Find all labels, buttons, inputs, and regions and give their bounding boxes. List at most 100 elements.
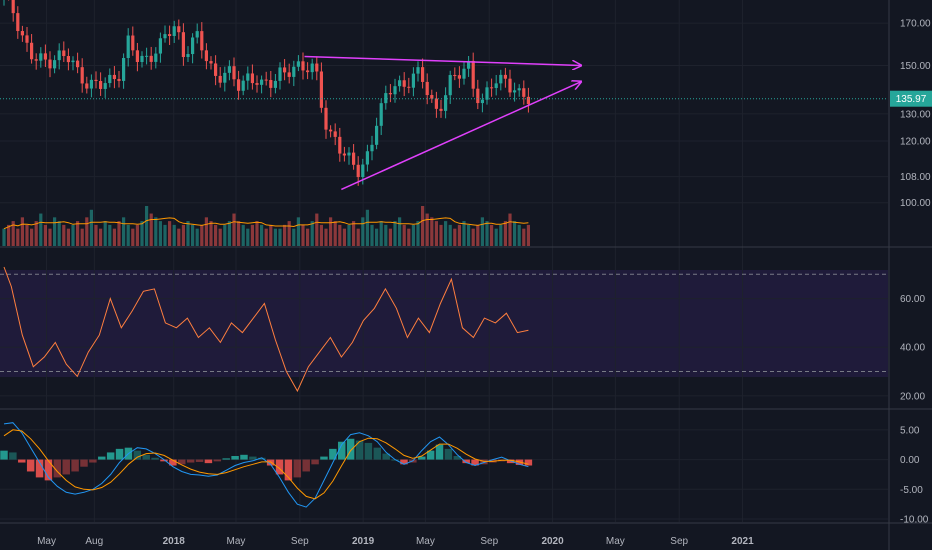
- support-trendline[interactable]: [341, 82, 581, 191]
- candle-body[interactable]: [99, 81, 103, 89]
- candle-body[interactable]: [223, 72, 227, 83]
- candle-body[interactable]: [163, 34, 167, 39]
- candle-body[interactable]: [214, 63, 218, 76]
- candle-body[interactable]: [480, 99, 484, 104]
- candle-body[interactable]: [43, 53, 47, 60]
- candle-body[interactable]: [503, 74, 507, 79]
- candle-body[interactable]: [39, 53, 43, 61]
- candle-body[interactable]: [246, 73, 250, 81]
- candle-body[interactable]: [296, 61, 300, 67]
- candle-body[interactable]: [393, 86, 397, 95]
- candle-body[interactable]: [62, 50, 66, 57]
- candle-body[interactable]: [126, 35, 130, 58]
- candle-body[interactable]: [416, 67, 420, 74]
- candle-body[interactable]: [57, 50, 61, 61]
- candle-body[interactable]: [209, 61, 213, 64]
- candle-body[interactable]: [186, 54, 190, 58]
- candle-body[interactable]: [411, 73, 415, 88]
- candle-body[interactable]: [522, 88, 526, 97]
- candle-body[interactable]: [250, 73, 254, 84]
- candle-body[interactable]: [260, 79, 264, 85]
- candle-body[interactable]: [333, 131, 337, 137]
- candle-body[interactable]: [448, 75, 452, 96]
- candle-body[interactable]: [283, 67, 287, 73]
- candle-body[interactable]: [342, 153, 346, 156]
- candle-body[interactable]: [453, 75, 457, 77]
- candle-body[interactable]: [30, 42, 34, 60]
- candle-body[interactable]: [384, 93, 388, 104]
- candle-body[interactable]: [108, 74, 112, 84]
- candle-body[interactable]: [375, 125, 379, 145]
- candle-body[interactable]: [191, 37, 195, 55]
- candle-body[interactable]: [490, 87, 494, 89]
- candle-body[interactable]: [434, 98, 438, 109]
- candle-body[interactable]: [168, 34, 172, 37]
- candle-body[interactable]: [513, 90, 517, 93]
- candle-body[interactable]: [16, 13, 20, 32]
- candle-body[interactable]: [154, 53, 158, 62]
- candle-body[interactable]: [269, 79, 273, 88]
- candle-body[interactable]: [149, 55, 153, 62]
- candle-body[interactable]: [255, 83, 259, 85]
- candle-body[interactable]: [34, 59, 38, 61]
- candle-body[interactable]: [278, 67, 282, 81]
- candle-body[interactable]: [462, 68, 466, 79]
- candle-body[interactable]: [457, 75, 461, 79]
- rsi-panel[interactable]: [0, 266, 888, 393]
- candle-body[interactable]: [361, 164, 365, 178]
- candle-body[interactable]: [526, 96, 530, 105]
- price-panel[interactable]: [0, 0, 888, 191]
- candle-body[interactable]: [329, 129, 333, 132]
- candle-body[interactable]: [218, 75, 222, 83]
- candle-body[interactable]: [20, 31, 24, 36]
- candle-body[interactable]: [471, 60, 475, 89]
- candle-body[interactable]: [172, 26, 176, 37]
- candle-body[interactable]: [195, 31, 199, 38]
- candle-body[interactable]: [204, 50, 208, 62]
- candle-body[interactable]: [476, 88, 480, 104]
- candle-body[interactable]: [485, 87, 489, 100]
- candle-body[interactable]: [11, 0, 15, 14]
- candle-body[interactable]: [112, 74, 116, 80]
- candle-body[interactable]: [232, 66, 236, 80]
- candle-body[interactable]: [356, 164, 360, 178]
- candle-body[interactable]: [319, 71, 323, 108]
- candle-body[interactable]: [292, 66, 296, 77]
- candle-body[interactable]: [71, 60, 75, 63]
- candle-body[interactable]: [508, 78, 512, 93]
- candle-body[interactable]: [89, 79, 93, 89]
- candle-body[interactable]: [324, 107, 328, 130]
- candle-body[interactable]: [103, 83, 107, 89]
- candle-body[interactable]: [287, 72, 291, 77]
- candle-body[interactable]: [499, 74, 503, 84]
- candle-body[interactable]: [85, 83, 89, 89]
- candle-body[interactable]: [53, 60, 57, 69]
- candle-body[interactable]: [421, 67, 425, 82]
- candle-body[interactable]: [388, 93, 392, 95]
- candle-body[interactable]: [352, 152, 356, 165]
- candle-body[interactable]: [145, 55, 149, 57]
- resistance-trendline[interactable]: [304, 55, 581, 66]
- candle-body[interactable]: [425, 81, 429, 96]
- candle-body[interactable]: [517, 88, 521, 91]
- candle-body[interactable]: [379, 103, 383, 126]
- candle-body[interactable]: [273, 80, 277, 88]
- candle-body[interactable]: [237, 79, 241, 91]
- candle-body[interactable]: [200, 31, 204, 51]
- candle-body[interactable]: [402, 80, 406, 87]
- candle-body[interactable]: [444, 95, 448, 111]
- candle-body[interactable]: [181, 32, 185, 58]
- candle-body[interactable]: [306, 70, 310, 73]
- candle-body[interactable]: [135, 50, 139, 62]
- candle-body[interactable]: [25, 35, 29, 43]
- candle-body[interactable]: [398, 80, 402, 87]
- macd-panel[interactable]: [0, 422, 533, 508]
- candle-body[interactable]: [117, 79, 121, 81]
- candle-body[interactable]: [76, 60, 80, 68]
- candle-body[interactable]: [347, 152, 351, 156]
- candle-body[interactable]: [66, 56, 70, 63]
- candle-body[interactable]: [158, 38, 162, 54]
- candle-body[interactable]: [122, 57, 126, 81]
- candle-body[interactable]: [310, 63, 314, 73]
- candle-body[interactable]: [315, 63, 319, 72]
